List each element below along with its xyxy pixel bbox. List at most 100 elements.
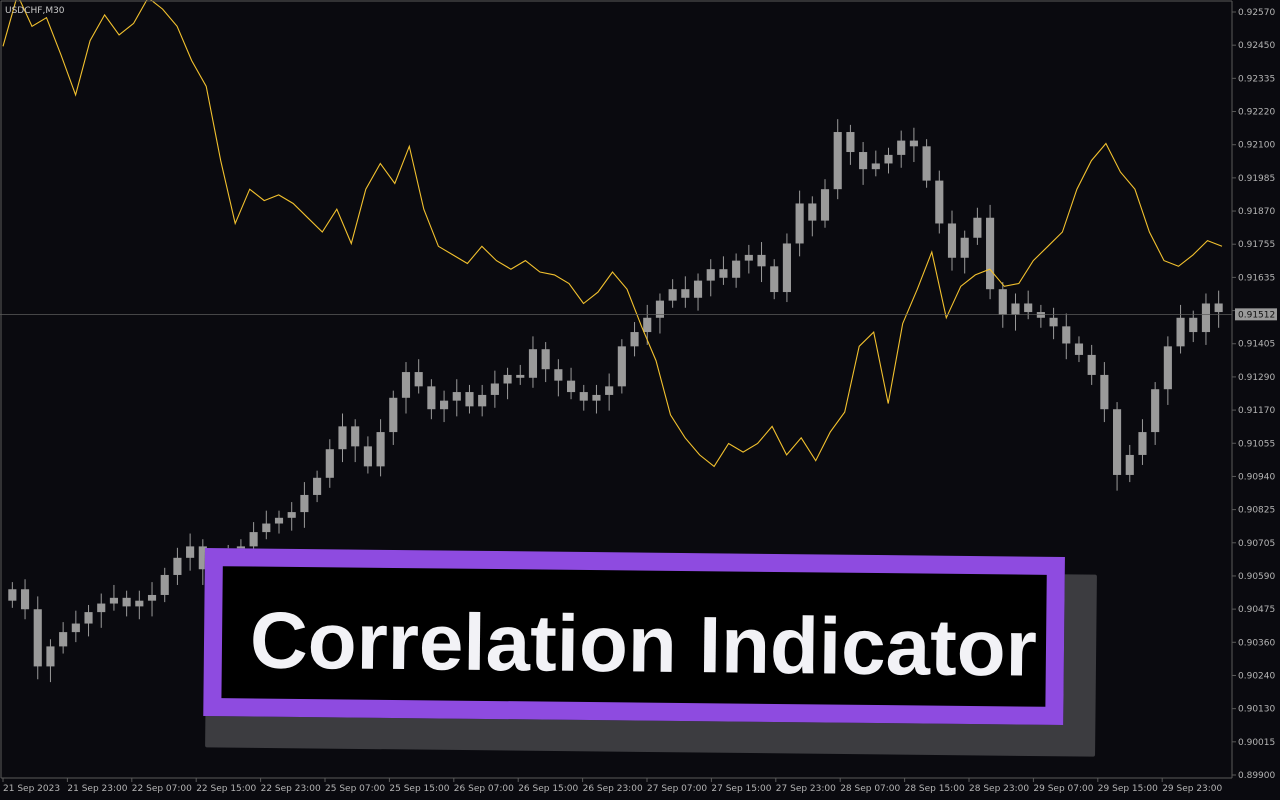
price-axis-label: 0.90360 [1238, 638, 1275, 648]
chart-symbol-label: USDCHF,M30 [5, 6, 65, 16]
candle-body [338, 426, 347, 450]
candle-body [808, 203, 817, 221]
svg-text:0.91512: 0.91512 [1238, 310, 1275, 320]
candle-body [732, 260, 741, 278]
candle-body [59, 632, 68, 647]
candle-body [1113, 409, 1122, 475]
candle-body [325, 449, 334, 478]
price-axis-label: 0.91290 [1238, 373, 1275, 383]
candle-body [554, 369, 563, 381]
candle-body [1214, 303, 1223, 313]
time-axis-label: 26 Sep 23:00 [583, 784, 643, 794]
time-axis-label: 28 Sep 23:00 [969, 784, 1029, 794]
time-axis-label: 28 Sep 15:00 [905, 784, 965, 794]
time-axis-label: 22 Sep 15:00 [196, 784, 256, 794]
price-axis-label: 0.90475 [1238, 605, 1275, 615]
candle-body [1201, 303, 1211, 333]
candle-body [541, 349, 550, 370]
candle-body [198, 546, 207, 570]
price-axis-label: 0.91055 [1238, 439, 1275, 449]
candle-body [401, 372, 411, 398]
current-price-tag: 0.91512 [1235, 308, 1277, 321]
candle-body [109, 597, 118, 604]
price-axis-label: 0.92450 [1238, 41, 1275, 51]
candle-body [668, 289, 677, 301]
candle-body [782, 243, 791, 293]
candle-body [757, 254, 766, 267]
candle-body [998, 289, 1007, 315]
candle-body [363, 446, 372, 467]
price-axis-label: 0.90705 [1238, 539, 1275, 549]
candle-body [643, 317, 652, 333]
candle-body [1049, 317, 1058, 327]
price-axis-label: 0.92100 [1238, 141, 1275, 151]
price-axis-label: 0.89900 [1238, 771, 1275, 781]
price-axis-label: 0.90940 [1238, 472, 1275, 482]
price-axis[interactable]: 0.92570 0.92450 0.92335 0.92220 0.92100 0.919… [1232, 8, 1275, 781]
candle-body [351, 426, 360, 447]
candle-body [935, 180, 944, 224]
time-axis-label: 21 Sep 23:00 [67, 784, 127, 794]
candle-body [947, 223, 957, 258]
candle-body [528, 349, 538, 378]
candle-body [871, 163, 880, 170]
candle-body [490, 383, 499, 395]
candle-body [1024, 303, 1033, 313]
price-axis-label: 0.92335 [1238, 74, 1275, 84]
candle-body [744, 254, 753, 261]
candle-body [846, 132, 855, 153]
candle-body [478, 394, 487, 407]
candle-body [465, 392, 474, 407]
title-banner: Correlation Indicator [203, 548, 1065, 725]
candle-body [427, 386, 436, 410]
candle-body [770, 266, 779, 293]
price-axis-label: 0.91985 [1238, 174, 1275, 184]
candle-body [630, 332, 639, 347]
candle-body [300, 494, 309, 513]
price-axis-label: 0.90825 [1238, 506, 1275, 516]
candle-body [897, 140, 906, 155]
candle-body [1100, 374, 1109, 410]
candle-body [249, 532, 258, 547]
time-axis-label: 28 Sep 07:00 [840, 784, 900, 794]
time-axis-label: 21 Sep 2023 [3, 784, 60, 794]
candle-body [1074, 343, 1084, 355]
candle-body [46, 646, 55, 667]
candle-body [1176, 317, 1185, 347]
candle-body [313, 477, 322, 495]
time-axis-label: 22 Sep 07:00 [132, 784, 192, 794]
time-axis[interactable]: 21 Sep 2023 21 Sep 23:00 22 Sep 07:00 22 Se… [2, 778, 1223, 794]
candle-body [795, 203, 804, 244]
candle-body [135, 600, 144, 607]
candle-body [1036, 312, 1045, 318]
candle-body [97, 603, 106, 613]
time-axis-label: 29 Sep 23:00 [1162, 784, 1222, 794]
candle-body [262, 523, 271, 533]
candle-body [376, 432, 385, 467]
candle-body [274, 517, 284, 524]
candle-body [1125, 454, 1134, 475]
candle-body [693, 280, 703, 298]
candle-body [452, 392, 461, 401]
candle-body [1138, 432, 1147, 455]
candle-body [147, 594, 157, 601]
candle-body [173, 557, 182, 575]
candle-body [503, 374, 512, 384]
price-axis-label: 0.91405 [1238, 340, 1275, 350]
candle-body [440, 400, 449, 410]
candle-body [579, 392, 588, 401]
candle-body [33, 609, 42, 667]
candle-body [706, 269, 715, 281]
time-axis-label: 29 Sep 07:00 [1033, 784, 1093, 794]
time-axis-label: 25 Sep 15:00 [389, 784, 449, 794]
candle-body [71, 623, 80, 633]
time-axis-label: 26 Sep 15:00 [518, 784, 578, 794]
price-axis-label: 0.92220 [1238, 108, 1275, 118]
time-axis-label: 27 Sep 15:00 [711, 784, 771, 794]
time-axis-label: 26 Sep 07:00 [454, 784, 514, 794]
candle-body [820, 189, 830, 221]
candle-body [884, 154, 893, 164]
time-axis-label: 22 Sep 23:00 [261, 784, 321, 794]
